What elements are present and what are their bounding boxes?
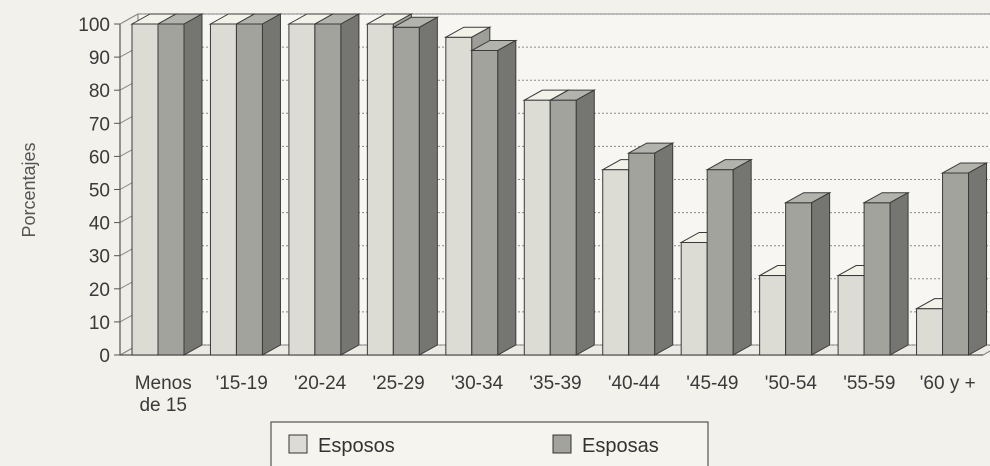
y-tick-labels: 0 10 20 30 40 50 60 70 80 90 100 <box>78 15 110 367</box>
y-axis-label: Porcentajes <box>19 142 39 237</box>
y-tick-label: 20 <box>89 280 110 301</box>
bar-esposas <box>469 39 518 356</box>
bar-esposas <box>626 142 675 356</box>
gridline-side <box>119 13 139 25</box>
y-tick-label: 60 <box>89 147 110 168</box>
x-tick-label: '40-44 <box>608 373 661 394</box>
y-tick-label: 100 <box>78 15 110 36</box>
y-tick-label: 70 <box>89 114 110 135</box>
x-tick-label: '50-54 <box>765 373 818 394</box>
legend-swatch-esposas <box>552 434 572 454</box>
bar-esposas <box>705 158 754 356</box>
bar-esposas <box>391 16 440 356</box>
x-tick-label: '15-19 <box>216 373 268 394</box>
x-tick-label: '30-34 <box>451 373 504 394</box>
y-tick-label: 90 <box>89 48 110 69</box>
x-tick-label: '45-49 <box>686 373 738 394</box>
bars <box>130 13 989 356</box>
x-tick-label: Menos <box>135 373 192 394</box>
legend-label-esposos: Esposos <box>318 435 395 457</box>
x-tick-label: '60 y + <box>920 373 976 394</box>
legend-box <box>270 421 709 466</box>
bar-esposas <box>312 13 361 356</box>
y-tick-label: 40 <box>89 214 110 235</box>
bar-esposas <box>783 191 832 356</box>
x-tick-label: '55-59 <box>843 373 895 394</box>
x-tick-label: '25-29 <box>372 373 424 394</box>
legend-label-esposas: Esposas <box>582 435 659 457</box>
bar-esposas <box>940 162 989 356</box>
legend-swatch-esposos <box>288 434 308 454</box>
y-tick-label: 80 <box>89 81 110 102</box>
y-tick-label: 0 <box>99 346 110 367</box>
bar-esposas <box>548 89 597 356</box>
x-tick-label: de 15 <box>139 395 187 416</box>
y-tick-label: 50 <box>89 181 110 202</box>
bar-esposas <box>156 13 204 356</box>
bar-esposas <box>862 191 911 356</box>
legend: Esposos Esposas <box>270 421 709 466</box>
bar-esposas <box>234 13 283 356</box>
y-tick-label: 30 <box>89 247 110 268</box>
y-tick-label: 10 <box>89 313 110 334</box>
x-tick-label: '35-39 <box>529 373 581 394</box>
x-tick-label: '20-24 <box>294 373 347 394</box>
